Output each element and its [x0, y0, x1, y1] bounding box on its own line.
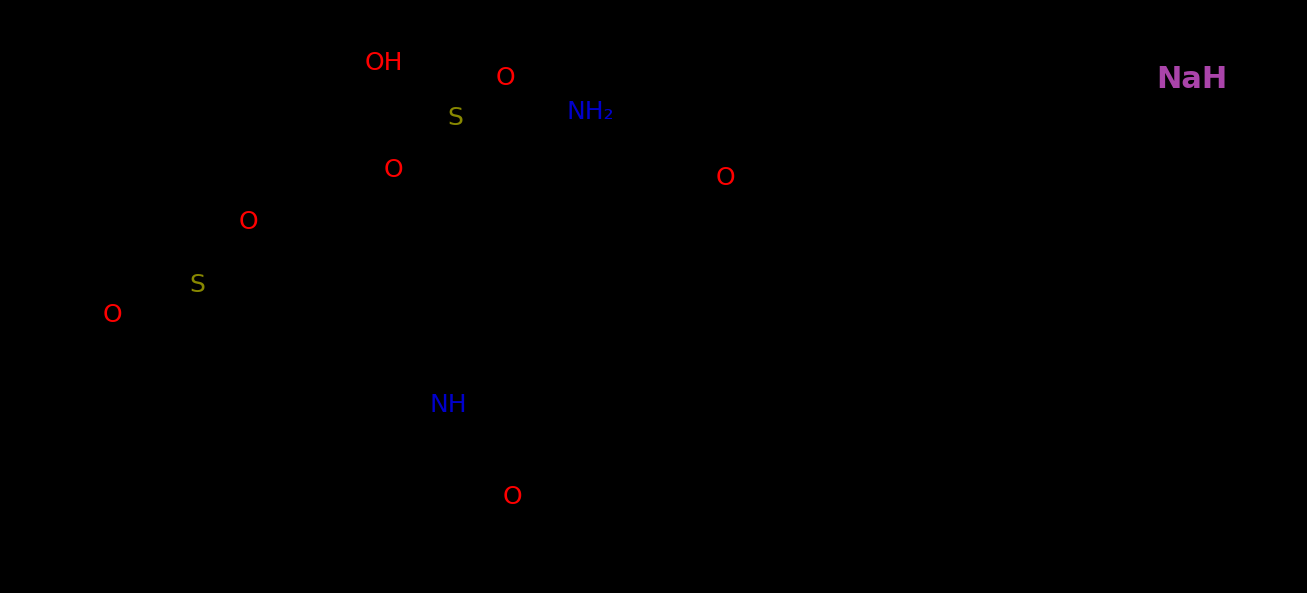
- Text: O: O: [238, 210, 257, 234]
- Text: O: O: [383, 158, 403, 182]
- Text: S: S: [190, 273, 205, 297]
- Text: S: S: [447, 106, 463, 130]
- Text: OH: OH: [365, 51, 404, 75]
- Text: O: O: [715, 166, 735, 190]
- Text: O: O: [102, 303, 122, 327]
- Text: O: O: [502, 485, 521, 509]
- Text: NaH: NaH: [1157, 65, 1227, 94]
- Text: O: O: [495, 66, 515, 90]
- Text: NH: NH: [429, 393, 467, 417]
- Text: NH₂: NH₂: [566, 100, 614, 124]
